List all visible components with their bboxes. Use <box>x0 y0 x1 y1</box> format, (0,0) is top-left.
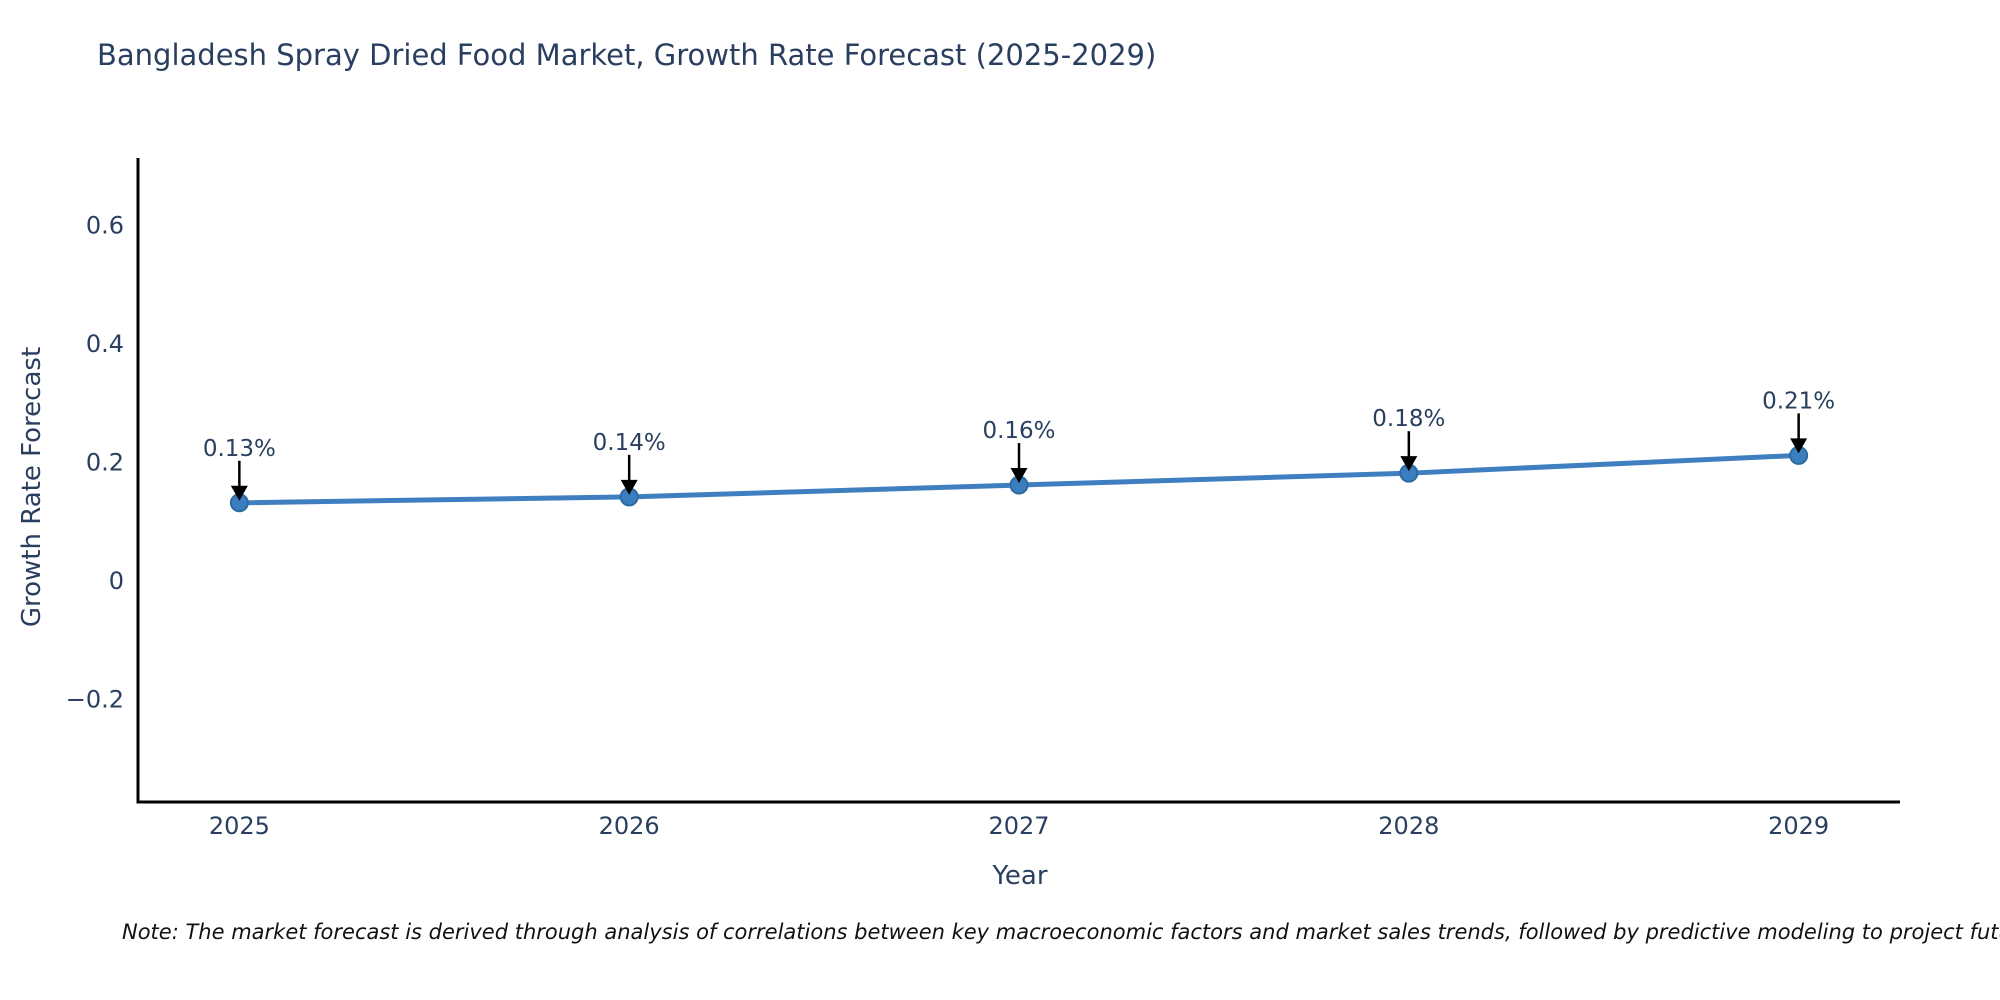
y-tick-label: 0.6 <box>86 211 124 239</box>
x-axis-title: Year <box>992 861 1048 891</box>
footnote: Note: The market forecast is derived thr… <box>122 920 2000 944</box>
y-tick-label: 0 <box>109 567 124 595</box>
annotation-arrowhead <box>1010 468 1028 484</box>
annotation-arrowhead <box>620 479 638 495</box>
x-tick-label: 2025 <box>209 812 270 840</box>
annotation-arrowhead <box>1400 456 1418 472</box>
point-annotation: 0.13% <box>203 436 276 462</box>
x-tick-label: 2027 <box>988 812 1049 840</box>
y-tick-label: 0.2 <box>86 448 124 476</box>
y-tick-label: −0.2 <box>66 685 124 713</box>
x-tick-label: 2028 <box>1378 812 1439 840</box>
point-annotation: 0.14% <box>593 430 666 456</box>
y-axis-title: Growth Rate Forecast <box>17 346 47 628</box>
point-annotation: 0.18% <box>1372 406 1445 432</box>
annotation-arrowhead <box>1790 438 1808 454</box>
y-tick-label: 0.4 <box>86 330 124 358</box>
point-annotation: 0.21% <box>1762 388 1835 414</box>
point-annotation: 0.16% <box>982 418 1055 444</box>
x-tick-label: 2029 <box>1768 812 1829 840</box>
annotation-arrowhead <box>230 485 248 501</box>
chart-title: Bangladesh Spray Dried Food Market, Grow… <box>97 38 1157 72</box>
x-tick-label: 2026 <box>599 812 660 840</box>
